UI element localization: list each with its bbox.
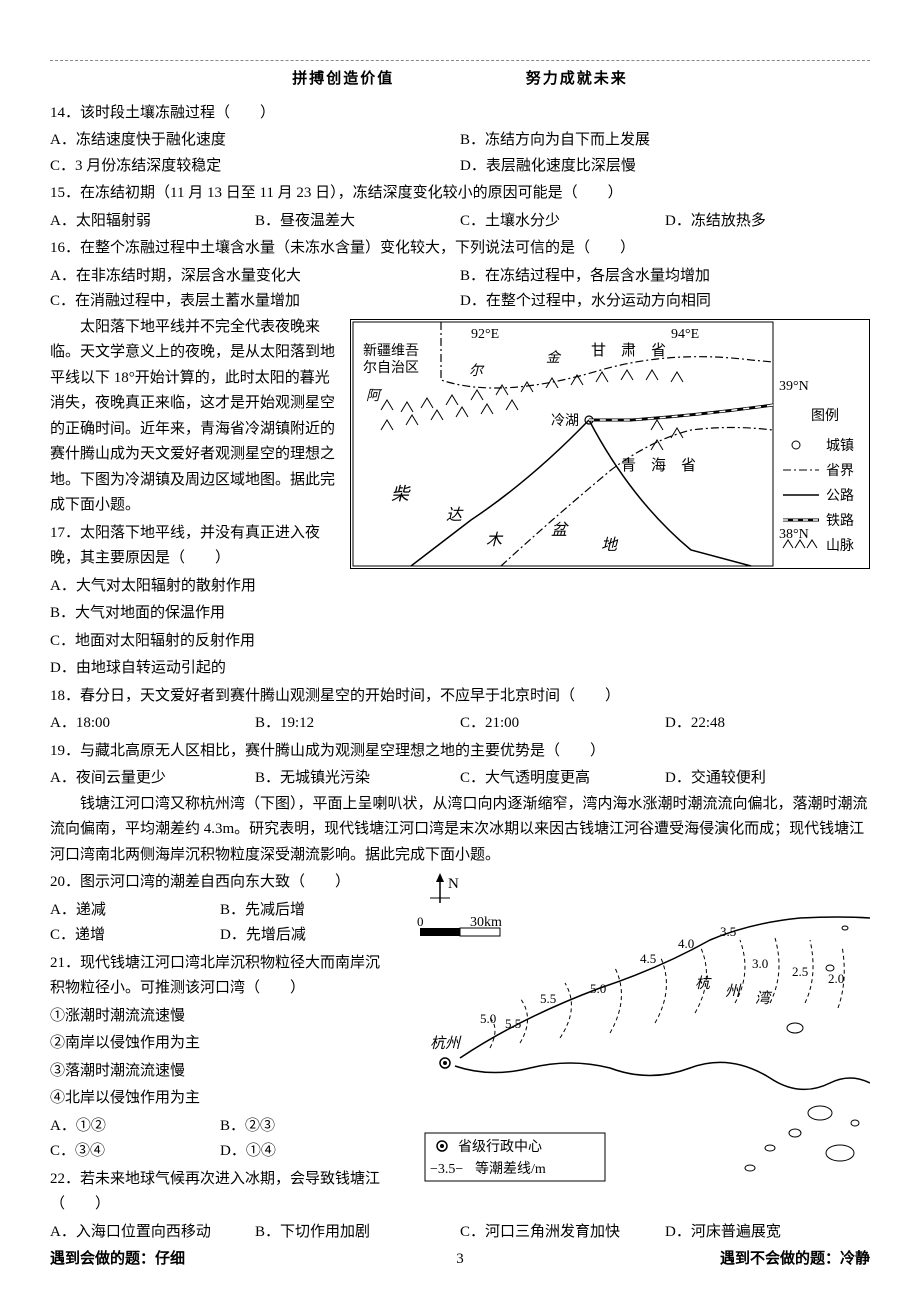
- map2-legend-contour: 等潮差线/m: [475, 1160, 546, 1177]
- q16-stem: 16．在整个冻融过程中土壤含水量（未冻水含量）变化较大，下列说法可信的是（ ）: [50, 236, 870, 262]
- footer-left: 遇到会做的题：仔细: [50, 1247, 185, 1273]
- q19-opt-b: B．无城镇光污染: [255, 766, 460, 792]
- legend-highway: 公路: [826, 488, 854, 504]
- basin-di: 地: [601, 536, 619, 554]
- map2-container: N 0 30km: [400, 868, 870, 1188]
- map2-legend-contour-prefix: −3.5−: [430, 1162, 463, 1177]
- q15-opt-d: D．冻结放热多: [665, 209, 870, 235]
- cv-55a: 5.5: [505, 1016, 521, 1031]
- cv-25: 2.5: [792, 964, 808, 979]
- label-gansu: 甘 肃 省: [591, 342, 666, 359]
- passage2: 钱塘江河口湾又称杭州湾（下图），平面上呈喇叭状，从湾口向内逐渐缩窄，湾内海水涨潮…: [50, 792, 870, 869]
- lon-92e: 92°E: [471, 327, 499, 342]
- scale-black: [420, 928, 460, 936]
- q20-opt-b: B．先减后增: [220, 898, 390, 924]
- q14-opt-a: A．冻结速度快于融化速度: [50, 128, 460, 154]
- q19-stem: 19．与藏北高原无人区相比，赛什腾山成为观测星空理想之地的主要优势是（ ）: [50, 739, 870, 765]
- footer-right: 遇到不会做的题：冷静: [720, 1247, 870, 1273]
- q17-opt-b: B．大气对地面的保温作用: [50, 601, 870, 627]
- label-xinjiang2: 尔自治区: [363, 360, 419, 376]
- map2-svg: N 0 30km: [400, 868, 870, 1188]
- scale-zero: 0: [417, 914, 424, 929]
- basin-da: 达: [446, 506, 464, 524]
- q21-opt-d: D．①④: [220, 1139, 390, 1165]
- q16-opt-d: D．在整个过程中，水分运动方向相同: [460, 289, 870, 315]
- q18-stem: 18．春分日，天文爱好者到赛什腾山观测星空的开始时间，不应早于北京时间（ ）: [50, 684, 870, 710]
- cv-55b: 5.5: [540, 991, 556, 1006]
- cv-40: 4.0: [678, 936, 694, 951]
- q16-opt-c: C．在消融过程中，表层土蓄水量增加: [50, 289, 460, 315]
- hangzhou-label: 杭州: [430, 1035, 462, 1052]
- footer-page: 3: [456, 1247, 464, 1273]
- q15-opt-a: A．太阳辐射弱: [50, 209, 255, 235]
- q14-opt-b: B．冻结方向为自下而上发展: [460, 128, 870, 154]
- map1-svg: 92°E 94°E 39°N 38°N 新疆维吾 尔自治区 甘 肃 省 青 海 …: [351, 320, 869, 568]
- basin-pen: 盆: [551, 521, 569, 539]
- q14-opt-d: D．表层融化速度比深层慢: [460, 154, 870, 180]
- q22-opt-c: C．河口三角洲发育加快: [460, 1220, 665, 1246]
- scale-label: 30km: [470, 915, 502, 930]
- q17-opt-d: D．由地球自转运动引起的: [50, 656, 870, 682]
- cv-30: 3.0: [752, 956, 768, 971]
- label-qinghai: 青 海 省: [621, 457, 696, 474]
- legend-rail: 铁路: [826, 513, 854, 529]
- cv-45: 4.5: [640, 951, 656, 966]
- bay-zhou: 州: [725, 983, 742, 1000]
- q20-opt-a: A．递减: [50, 898, 220, 924]
- q18-opt-c: C．21:00: [460, 711, 665, 737]
- town-lenghu-label: 冷湖: [551, 413, 579, 429]
- q15-opt-b: B．昼夜温差大: [255, 209, 460, 235]
- q16-opt-b: B．在冻结过程中，各层含水量均增加: [460, 264, 870, 290]
- legend-province: 省界: [826, 463, 854, 479]
- map1-container: 92°E 94°E 39°N 38°N 新疆维吾 尔自治区 甘 肃 省 青 海 …: [350, 319, 870, 569]
- hangzhou-dot: [443, 1061, 447, 1065]
- map2-legend-city: 省级行政中心: [458, 1139, 542, 1155]
- q17-opt-c: C．地面对太阳辐射的反射作用: [50, 629, 870, 655]
- cv-50b: 5.0: [590, 981, 606, 996]
- q16-opt-a: A．在非冻结时期，深层含水量变化大: [50, 264, 460, 290]
- q18-opt-a: A．18:00: [50, 711, 255, 737]
- q18-opt-b: B．19:12: [255, 711, 460, 737]
- lat-39n: 39°N: [779, 379, 809, 394]
- q19-opt-a: A．夜间云量更少: [50, 766, 255, 792]
- cv-50a: 5.0: [480, 1011, 496, 1026]
- river-er: 尔: [469, 363, 485, 379]
- q19-opt-d: D．交通较便利: [665, 766, 870, 792]
- q18-opt-d: D．22:48: [665, 711, 870, 737]
- page-header: 拼搏创造价值 努力成就未来: [50, 67, 870, 93]
- label-xinjiang: 新疆维吾: [363, 343, 419, 359]
- q14-stem: 14．该时段土壤冻融过程（ ）: [50, 101, 870, 127]
- river-jin: 金: [546, 350, 562, 366]
- north-label: N: [448, 876, 459, 892]
- lat-38n: 38°N: [779, 527, 809, 542]
- cv-35: 3.5: [720, 924, 736, 939]
- cv-20: 2.0: [828, 971, 844, 986]
- q15-stem: 15．在冻结初期（11 月 13 日至 11 月 23 日），冻结深度变化较小的…: [50, 181, 870, 207]
- q20-opt-d: D．先增后减: [220, 923, 390, 949]
- q22-opt-a: A．入海口位置向西移动: [50, 1220, 255, 1246]
- q21-opt-b: B．②③: [220, 1114, 390, 1140]
- legend-mountain: 山脉: [826, 538, 854, 554]
- basin-chai: 柴: [391, 484, 411, 504]
- q21-opt-c: C．③④: [50, 1139, 220, 1165]
- q19-opt-c: C．大气透明度更高: [460, 766, 665, 792]
- q15-opt-c: C．土壤水分少: [460, 209, 665, 235]
- map2-legend-city-dot: [440, 1144, 444, 1148]
- top-rule: [50, 60, 870, 61]
- bay-hang: 杭: [695, 975, 712, 992]
- q22-opt-b: B．下切作用加剧: [255, 1220, 460, 1246]
- q14-opt-c: C．3 月份冻结深度较稳定: [50, 154, 460, 180]
- q21-opt-a: A．①②: [50, 1114, 220, 1140]
- page-footer: 遇到会做的题：仔细 3 遇到不会做的题：冷静: [50, 1247, 870, 1273]
- legend-title: 图例: [811, 408, 839, 424]
- header-right: 努力成就未来: [526, 67, 628, 93]
- q20-opt-c: C．递增: [50, 923, 220, 949]
- header-left: 拼搏创造价值: [292, 67, 394, 93]
- q22-opt-d: D．河床普遍展宽: [665, 1220, 870, 1246]
- legend-town: 城镇: [826, 438, 854, 454]
- basin-mu: 木: [486, 531, 504, 549]
- q17-opt-a: A．大气对太阳辐射的散射作用: [50, 574, 870, 600]
- lon-94e: 94°E: [671, 327, 699, 342]
